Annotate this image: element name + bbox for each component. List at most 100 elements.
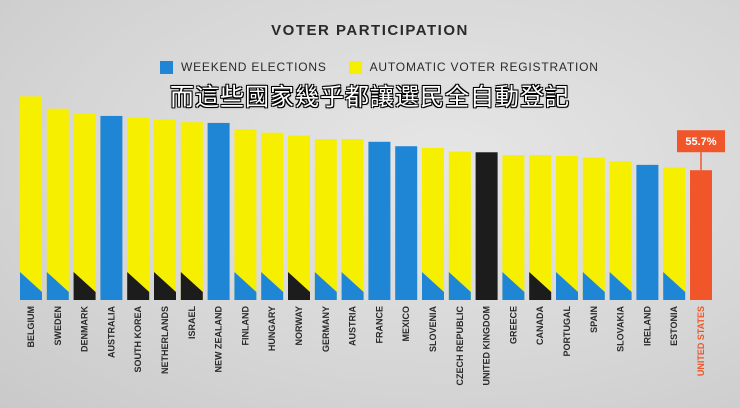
bar-triangle [127, 272, 150, 300]
bar-denmark: DENMARK [73, 113, 96, 352]
x-tick-label: CZECH REPUBLIC [455, 306, 465, 386]
bar-fill [73, 113, 96, 300]
bar-triangle [73, 272, 96, 300]
bar-fill [207, 122, 230, 300]
legend-swatch-weekend [160, 60, 173, 74]
bar-fill [529, 155, 552, 300]
bar-germany: GERMANY [314, 138, 337, 352]
bar-fill [609, 161, 632, 300]
x-tick-label: DENMARK [80, 306, 90, 352]
x-tick-label: SLOVAKIA [616, 306, 626, 352]
bar-fill [261, 132, 284, 300]
bar-triangle [20, 272, 42, 300]
x-tick-label: NORWAY [294, 306, 304, 346]
x-tick-label: AUSTRALIA [106, 306, 116, 358]
x-tick-label: FRANCE [374, 306, 384, 344]
bar-netherlands: NETHERLANDS [154, 119, 176, 374]
bar-triangle [341, 272, 364, 300]
bar-fill [100, 115, 123, 301]
bar-fill [663, 167, 686, 300]
bar-fill [20, 96, 42, 300]
bar-fill [341, 138, 364, 300]
bar-fill [582, 157, 605, 300]
x-tick-label: SLOVENIA [428, 306, 438, 353]
bar-triangle [288, 272, 310, 300]
bar-triangle [663, 272, 686, 300]
x-tick-label: AUSTRIA [348, 306, 358, 346]
bar-fill [422, 147, 444, 300]
chart-title: VOTER PARTICIPATION [271, 22, 469, 39]
x-tick-label: IRELAND [642, 306, 652, 346]
bar-norway: NORWAY [288, 135, 310, 346]
bar-triangle [314, 272, 337, 300]
bar-mexico: MEXICO [395, 146, 418, 342]
bar-austria: AUSTRIA [341, 138, 364, 346]
x-tick-label: GREECE [508, 306, 518, 344]
x-tick-label: NEW ZEALAND [214, 306, 224, 373]
bar-fill [636, 164, 659, 300]
bar-fill [556, 156, 578, 300]
bar-hungary: HUNGARY [261, 132, 284, 351]
bar-triangle [46, 272, 69, 300]
bar-australia: AUSTRALIA [100, 115, 123, 358]
bar-triangle [582, 272, 605, 300]
bar-ireland: IRELAND [636, 164, 659, 346]
legend: WEEKEND ELECTIONS AUTOMATIC VOTER REGIST… [160, 60, 599, 74]
bar-fill [448, 151, 471, 300]
bar-fill [314, 138, 337, 300]
x-tick-label: UNITED STATES [696, 306, 706, 376]
bar-united-states: UNITED STATES 55.7% [677, 130, 725, 376]
bar-united-kingdom: UNITED KINGDOM [475, 152, 498, 386]
x-tick-label: SPAIN [589, 306, 599, 333]
bar-spain: SPAIN [582, 157, 605, 333]
bar-czech-republic: CZECH REPUBLIC [448, 151, 471, 386]
bar-canada: CANADA [529, 155, 552, 345]
bar-fill [127, 117, 150, 300]
bar-israel: ISRAEL [180, 122, 203, 340]
bar-triangle [261, 272, 284, 300]
bar-new-zealand: NEW ZEALAND [207, 122, 230, 373]
bar-triangle [422, 272, 444, 300]
bar-slovakia: SLOVAKIA [609, 161, 632, 352]
x-tick-label: ESTONIA [669, 306, 679, 346]
x-tick-label: PORTUGAL [562, 306, 572, 357]
bar-triangle [609, 272, 632, 300]
bar-triangle [234, 272, 257, 300]
bar-greece: GREECE [502, 155, 525, 344]
x-tick-label: BELGIUM [26, 306, 36, 348]
bar-portugal: PORTUGAL [556, 156, 578, 357]
bar-fill [46, 108, 69, 300]
video-subtitle: 而這些國家幾乎都讓選民全自動登記 [170, 84, 570, 111]
highlight-badge [677, 130, 725, 153]
x-tick-label: ISRAEL [187, 306, 197, 340]
x-tick-label: UNITED KINGDOM [482, 306, 492, 386]
legend-swatch-avr [348, 60, 362, 74]
bar-triangle [556, 272, 578, 300]
x-tick-label: FINLAND [240, 306, 250, 346]
data-label: 55.7% [685, 136, 716, 148]
bar-fill [154, 119, 176, 300]
bar-fill [288, 135, 310, 300]
x-tick-label: SOUTH KOREA [133, 306, 143, 373]
x-tick-label: GERMANY [321, 306, 331, 352]
bar-fill [234, 129, 257, 300]
bar-slovenia: SLOVENIA [422, 147, 444, 353]
bar-triangle [529, 272, 552, 300]
x-tick-label: SWEDEN [53, 306, 63, 346]
bar-sweden: SWEDEN [46, 108, 69, 346]
bar-fill [395, 146, 418, 300]
x-tick-label: CANADA [535, 306, 545, 345]
bar-fill [368, 141, 391, 300]
bar-fill [502, 155, 525, 300]
bar-finland: FINLAND [234, 129, 257, 346]
legend-label-avr: AUTOMATIC VOTER REGISTRATION [369, 60, 599, 74]
bar-belgium: BELGIUM [20, 96, 42, 348]
bar-triangle [502, 272, 525, 300]
bar-triangle [154, 272, 176, 300]
x-tick-label: MEXICO [401, 306, 411, 342]
bar-south-korea: SOUTH KOREA [127, 117, 150, 373]
bar-estonia: ESTONIA [663, 167, 686, 346]
x-tick-label: NETHERLANDS [160, 306, 170, 374]
bar-triangle [448, 272, 471, 300]
